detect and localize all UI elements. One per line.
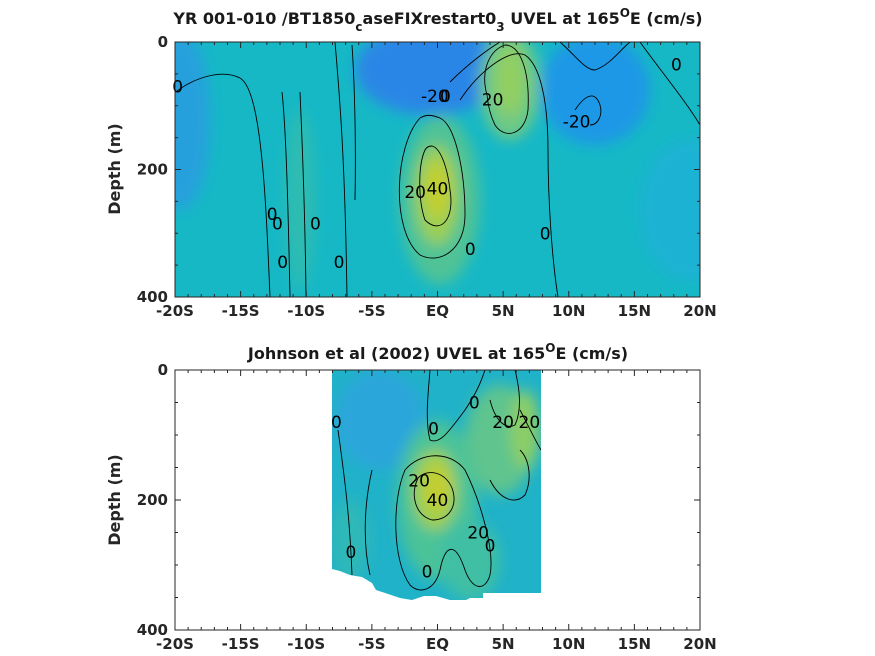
x-tick-label: 5N <box>492 302 515 320</box>
panel-2-x-axis: -20S -15S -10S -5S EQ 5N 10N 15N 20N <box>156 370 717 653</box>
contour-label: 0 <box>440 87 451 107</box>
x-tick-label: -10S <box>287 635 325 653</box>
x-tick-label: 10N <box>552 635 585 653</box>
x-tick-label: 5N <box>492 635 515 653</box>
contour-label: 20 <box>404 183 426 203</box>
contour-label: 0 <box>267 205 278 225</box>
contour-label: 0 <box>671 55 682 75</box>
contour-label: 0 <box>422 563 433 583</box>
y-tick-label: 400 <box>137 621 168 639</box>
y-tick-label: 0 <box>158 33 168 51</box>
contour-label: 0 <box>272 215 283 235</box>
contour-label: -20 <box>421 87 449 107</box>
x-tick-label: -20S <box>156 635 194 653</box>
contour-label: 0 <box>428 420 439 440</box>
panel-1: YR 001-010 /BT1850caseFIXrestart03 UVEL … <box>105 6 717 320</box>
contour-label: 0 <box>310 215 321 235</box>
contour-label: 20 <box>492 413 514 433</box>
x-tick-label: 15N <box>618 635 651 653</box>
y-tick-label: 200 <box>137 161 168 179</box>
x-tick-label: EQ <box>426 302 449 320</box>
panel-2-heatmap <box>332 370 541 600</box>
panel-2: Johnson et al (2002) UVEL at 165OE (cm/s… <box>105 341 717 653</box>
panel-2-contours <box>337 370 541 591</box>
panel-1-x-axis: -20S -15S -10S -5S EQ 5N 10N 15N 20N <box>156 42 717 320</box>
x-tick-label: -5S <box>358 302 385 320</box>
contour-label: 0 <box>465 240 476 260</box>
y-tick-label: 400 <box>137 288 168 306</box>
x-tick-label: 15N <box>618 302 651 320</box>
panel-2-title: Johnson et al (2002) UVEL at 165OE (cm/s… <box>247 341 628 363</box>
contour-label: 40 <box>427 491 449 511</box>
contour-label: 20 <box>467 524 489 544</box>
contour-label: 0 <box>172 78 183 98</box>
contour-label: 0 <box>277 253 288 273</box>
contour-label: 0 <box>485 537 496 557</box>
contour-label: 20 <box>519 413 541 433</box>
contour-label: 0 <box>334 253 345 273</box>
contour-label: 20 <box>482 90 504 110</box>
contour-label: 20 <box>408 472 430 492</box>
contour-label: 0 <box>331 413 342 433</box>
x-tick-label: -20S <box>156 302 194 320</box>
x-tick-label: 20N <box>683 302 716 320</box>
x-tick-label: -15S <box>222 635 260 653</box>
panel-1-y-label: Depth (m) <box>105 123 124 215</box>
contour-label: 0 <box>345 543 356 563</box>
panel-1-title: YR 001-010 /BT1850caseFIXrestart03 UVEL … <box>172 6 702 34</box>
contour-label: 0 <box>469 394 480 414</box>
y-tick-label: 200 <box>137 491 168 509</box>
x-tick-label: -10S <box>287 302 325 320</box>
x-tick-label: -5S <box>358 635 385 653</box>
x-tick-label: 20N <box>683 635 716 653</box>
contour-label: -20 <box>563 113 591 133</box>
x-tick-label: EQ <box>426 635 449 653</box>
contour-label: 40 <box>427 180 449 200</box>
panel-1-heatmap <box>175 42 700 297</box>
panel-2-y-label: Depth (m) <box>105 454 124 546</box>
panel-1-contours <box>175 42 700 297</box>
x-tick-label: -15S <box>222 302 260 320</box>
y-tick-label: 0 <box>158 361 168 379</box>
x-tick-label: 10N <box>552 302 585 320</box>
contour-label: 0 <box>540 224 551 244</box>
